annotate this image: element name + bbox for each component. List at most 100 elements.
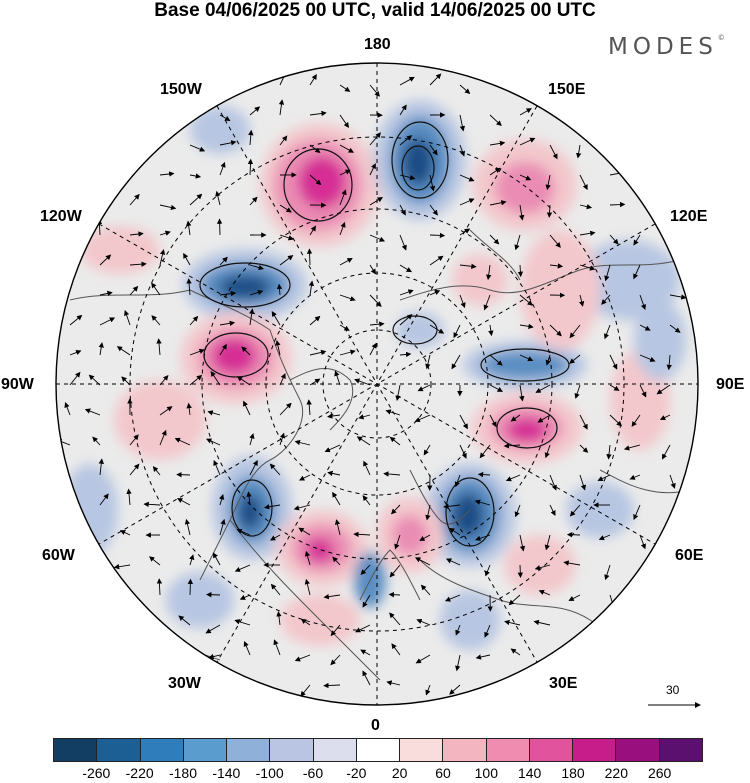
brand-logo: MODES©: [608, 34, 725, 60]
wind-arrow: [330, 624, 341, 637]
map-title: Base 04/06/2025 00 UTC, valid 14/06/2025…: [154, 0, 596, 21]
wind-arrow: [126, 488, 132, 506]
lon-label-120w: 120W: [40, 208, 82, 225]
wind-arrow: [486, 264, 492, 281]
wind-arrow: [304, 550, 311, 566]
wind-arrow: [332, 491, 341, 506]
wind-arrow: [293, 504, 311, 511]
wind-arrow: [545, 174, 551, 191]
wind-arrow: [369, 132, 381, 146]
wind-arrow: [279, 255, 294, 266]
wind-arrow: [510, 648, 521, 656]
wind-arrow: [383, 471, 401, 477]
wind-arrow: [639, 384, 647, 398]
wind-arrow: [369, 163, 376, 176]
wind-arrow: [339, 114, 350, 128]
colorbar-tick-label: -180: [168, 765, 198, 781]
wind-arrow: [489, 114, 502, 127]
wind-arrow: [219, 161, 226, 176]
wind-arrow: [98, 342, 104, 356]
wind-arrow: [484, 624, 491, 638]
wind-arrow: [579, 444, 589, 453]
wind-arrow: [579, 414, 588, 430]
colorbar-tick-label: 180: [561, 765, 585, 781]
wind-arrow: [488, 324, 494, 337]
wind-arrow: [390, 504, 401, 515]
lon-label-0: 0: [371, 717, 380, 734]
brand-name: MODES: [608, 34, 718, 60]
wind-arrow: [549, 263, 564, 269]
wind-arrow: [246, 491, 252, 506]
wind-arrow: [298, 474, 311, 481]
wind-arrow: [534, 564, 551, 571]
wind-arrow: [176, 471, 191, 478]
wind-arrow: [639, 294, 647, 311]
wind-arrow: [99, 493, 109, 506]
wind-arrow: [216, 218, 223, 236]
wind-arrow: [385, 409, 401, 416]
wind-arrow: [360, 649, 371, 656]
wind-arrow: [639, 534, 646, 550]
wind-arrow: [356, 436, 371, 446]
wind-arrow: [185, 220, 192, 236]
wind-arrow: [212, 552, 221, 566]
wind-arrow: [148, 556, 161, 566]
wind-arrow: [661, 444, 671, 460]
wind-arrow: [549, 474, 557, 491]
wind-arrow: [425, 684, 431, 696]
wind-arrow: [219, 114, 231, 121]
colorbar-cell: [183, 739, 228, 761]
wind-arrow: [249, 433, 255, 446]
wind-arrow: [205, 624, 221, 634]
wind-arrow: [159, 171, 175, 177]
wind-arrow: [300, 684, 311, 697]
wind-arrow: [309, 144, 321, 154]
wind-arrow: [395, 384, 401, 401]
wind-arrow: [419, 534, 431, 541]
wind-arrow: [533, 619, 551, 626]
wind-arrow: [189, 554, 195, 566]
wind-arrow: [503, 443, 521, 449]
wind-arrow: [574, 384, 581, 399]
wind-arrow: [219, 518, 226, 536]
wind-arrow: [113, 564, 131, 570]
wind-arrow: [219, 343, 227, 356]
wind-arrow: [544, 534, 551, 551]
anomaly-field: [62, 100, 686, 650]
wind-arrow: [569, 324, 581, 339]
colorbar-cell: [270, 739, 314, 761]
wind-arrow: [429, 290, 441, 296]
wind-arrow: [399, 351, 412, 358]
wind-arrow: [519, 354, 534, 362]
wind-arrow: [362, 670, 371, 686]
wind-arrow: [159, 406, 173, 416]
copyright-mark: ©: [717, 34, 725, 42]
anomaly-blob: [504, 535, 576, 595]
wind-arrow: [545, 354, 551, 366]
wind-arrow: [327, 470, 341, 477]
map-disc: [56, 63, 698, 705]
wind-arrow: [215, 190, 221, 206]
wind-arrow: [568, 594, 581, 601]
wind-vectors: [56, 70, 687, 697]
wind-arrow: [603, 324, 611, 340]
wind-arrow: [264, 504, 281, 510]
wind-arrow: [449, 527, 461, 536]
wind-arrow: [475, 654, 491, 660]
wind-arrow: [362, 594, 371, 608]
colorbar-tick-label: -20: [346, 765, 367, 781]
wind-arrow: [579, 264, 596, 271]
wind-arrow: [399, 314, 413, 326]
wind-arrow: [207, 410, 221, 416]
anomaly-blob: [166, 572, 234, 628]
wind-arrow: [489, 354, 503, 366]
wind-arrow: [544, 444, 551, 459]
wind-arrow: [99, 317, 116, 326]
colorbar-cell: [529, 739, 574, 761]
wind-arrow: [444, 594, 461, 602]
colorbar-tick-label: 60: [435, 765, 451, 781]
wind-arrow: [119, 530, 131, 536]
wind-arrow: [339, 169, 351, 176]
wind-arrow: [669, 324, 681, 333]
wind-arrow: [121, 376, 131, 386]
